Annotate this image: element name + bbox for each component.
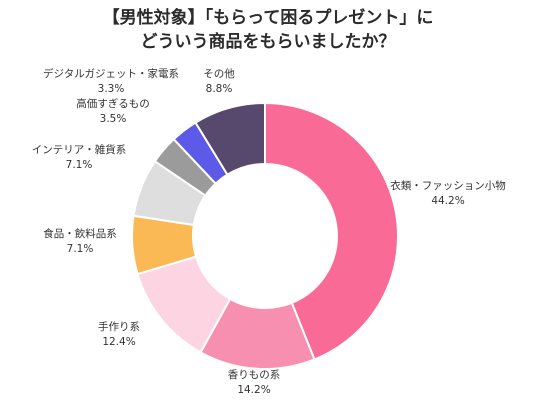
slice-value-label-4: 7.1% [67, 243, 94, 255]
slice-label-4: 食品・飲料品系 [43, 227, 117, 240]
slice-value-label-7: 3.3% [98, 83, 125, 95]
slice-labels: 衣類・ファッション小物 44.2% 香りもの系 14.2% 手作り系 12.4% 食品・飲料… [32, 67, 506, 396]
slice-value-label-5: 7.1% [66, 159, 93, 171]
slice-value-label-6: 3.5% [100, 113, 127, 125]
slice-label-3: 手作り系 [98, 320, 140, 333]
donut-slices [131, 101, 399, 370]
slice-8 [194, 101, 266, 176]
slice-label-5: インテリア・雑貨系 [32, 143, 127, 156]
slice-value-label-8: 8.8% [206, 83, 233, 95]
chart-title-line-2: どういう商品をもらいましたか？ [140, 32, 396, 52]
slice-value-label-2: 14.2% [237, 384, 270, 396]
slice-label-2: 香りもの系 [228, 369, 281, 381]
slice-label-6: 高価すぎるもの [76, 97, 150, 110]
chart-title-line-1: 【男性対象】「もらって困るプレゼント」に [102, 8, 434, 28]
slice-value-label-1: 44.2% [431, 195, 464, 207]
slice-1 [264, 101, 399, 361]
slice-label-1: 衣類・ファッション小物 [390, 179, 506, 192]
slice-label-7: デジタルガジェット・家電系 [43, 67, 179, 80]
slice-value-label-3: 12.4% [102, 336, 135, 348]
slice-label-8: その他 [203, 67, 235, 80]
chart-title: 【男性対象】「もらって困るプレゼント」に どういう商品をもらいましたか？ [0, 6, 536, 54]
